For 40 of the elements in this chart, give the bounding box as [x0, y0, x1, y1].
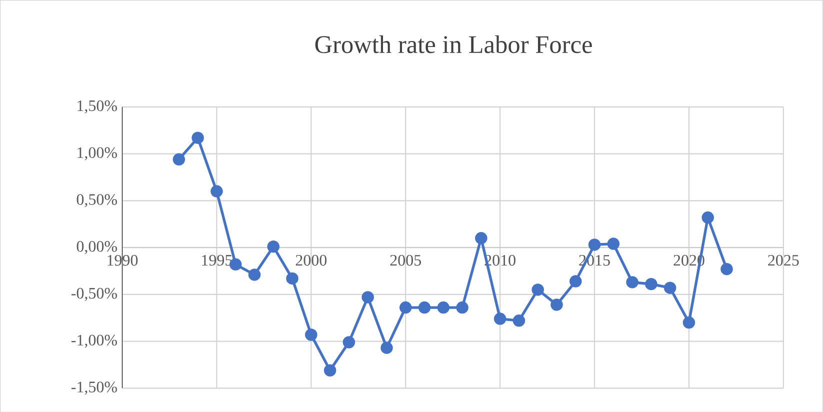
point: [210, 184, 223, 198]
point: [664, 282, 676, 294]
point: [324, 364, 336, 376]
y-tick-label: 0,50%: [76, 194, 117, 208]
point: [362, 290, 374, 304]
point: [645, 278, 658, 290]
point: [682, 316, 696, 328]
point: [569, 274, 582, 288]
point: [720, 262, 733, 276]
point: [286, 272, 298, 284]
y-tick-label: 1,50%: [78, 100, 117, 114]
point: [437, 301, 450, 314]
point: [342, 336, 356, 348]
point: [192, 132, 204, 144]
x-tick-label: 2025: [768, 254, 799, 266]
x-tick-label: 2000: [296, 254, 327, 266]
point: [380, 342, 393, 354]
y-tick-label: 0,00%: [76, 240, 117, 254]
y-tick-label: -1,00%: [71, 334, 117, 348]
point: [550, 298, 563, 311]
point: [588, 238, 601, 251]
x-tick-label: 2005: [390, 254, 421, 266]
point: [626, 276, 638, 288]
point: [494, 312, 506, 325]
y-tick-label: 1,00%: [78, 147, 117, 160]
point: [512, 314, 526, 327]
point: [456, 301, 468, 314]
point: [418, 301, 431, 314]
point: [267, 240, 280, 253]
y-tick-label: -0,50%: [71, 288, 117, 301]
point: [305, 328, 318, 341]
point: [532, 283, 544, 296]
point: [399, 301, 412, 314]
point: [475, 232, 488, 244]
chart-title: Growth rate in Labor Force: [315, 35, 592, 53]
point: [248, 268, 261, 281]
point: [172, 153, 186, 166]
y-tick-label: -1,50%: [71, 381, 117, 395]
point: [702, 211, 714, 224]
point: [607, 237, 620, 250]
